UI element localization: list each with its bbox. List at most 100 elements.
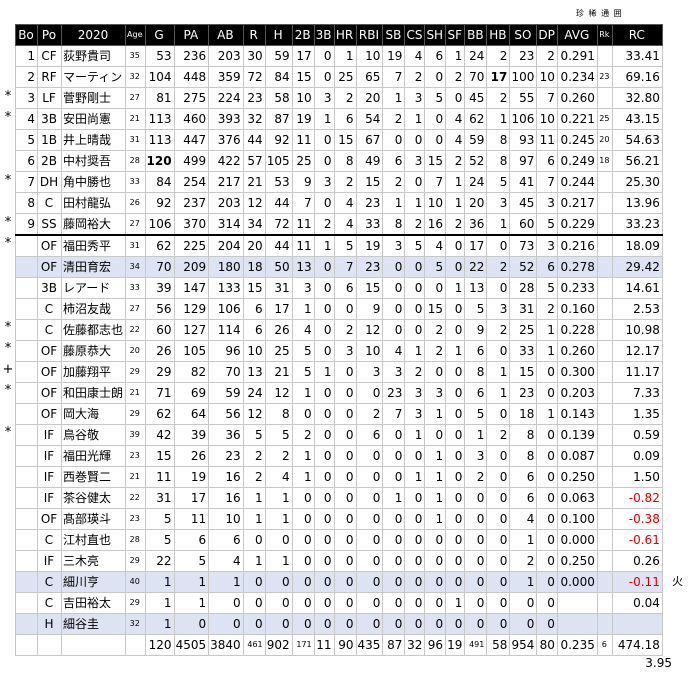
cell-d: 0 [291,592,315,614]
cell-bb: 45 [464,87,488,109]
cell-d: 0 [291,529,315,551]
cell-rc: 56.21 [611,150,663,172]
table-row: 7 DH 角中勝也 33 84 254 217 21 53 9 3 2 15 2 0 7 1 24 5 41 7 0.24… [15,171,663,193]
cell-h: 44 [264,192,293,214]
cell-g: 81 [144,87,175,109]
cell-bb: 22 [464,256,488,278]
cell-d: 1 [291,466,315,488]
cell-so: 18 [509,403,538,425]
cell-pa: 11 [173,508,210,530]
cell-so: 41 [509,171,538,193]
cell-cs: 2 [404,213,426,236]
total-rbi: 435 [355,634,384,656]
cell-avg: 0.229 [556,213,598,236]
cell-rbi: 0 [355,550,384,572]
cell-hb: 0 [486,234,511,257]
cell-rc: -0.61 [611,529,663,551]
cell-hb: 0 [486,550,511,572]
cell-cs: 2 [404,361,426,383]
cell-g: 1 [144,571,175,593]
cell-ab: 6 [208,529,244,551]
cell-rk: 25 [596,108,613,130]
cell-cs: 0 [404,487,426,509]
cell-hr: 0 [333,529,357,551]
cell-bo: 8 [15,192,38,214]
total-sf: 19 [445,634,466,656]
cell-h: 1 [264,550,293,572]
cell-po: IF [37,466,62,488]
cell-sf: 0 [445,298,466,320]
cell-ab: 224 [208,87,244,109]
cell-pa: 0 [173,613,210,635]
header-12: RBI [355,24,384,46]
cell-cs: 4 [404,45,426,67]
cell-r: 5 [242,424,266,446]
cell-g: 53 [144,45,175,67]
cell-sb: 3 [382,361,406,383]
total-r: 461 [242,634,266,656]
cell-bb: 13 [464,277,488,299]
cell-avg: 0.100 [556,508,598,530]
cell-sf: 2 [445,66,466,88]
cell-avg: 0.249 [556,150,598,172]
cell-sh: 5 [424,256,447,278]
cell-g: 26 [144,340,175,362]
cell-d: 9 [291,171,315,193]
cell-sf: 0 [445,529,466,551]
cell-sf: 0 [445,487,466,509]
cell-rk [596,256,613,278]
cell-age: 33 [125,171,146,193]
cell-name: 岡大海 [60,403,127,425]
cell-bb: 2 [464,466,488,488]
cell-name: 鳥谷敬 [60,424,127,446]
table-row: 2 RF マーティン 32 104 448 359 72 84 15 0 25 65 7 2 0 2 70 17 10… [15,66,663,88]
total-g: 120 [144,634,175,656]
cell-pa: 236 [173,45,210,67]
cell-rbi: 0 [355,445,384,467]
cell-hr: 0 [333,550,357,572]
cell-so: 23 [509,45,538,67]
cell-po: C [37,319,62,341]
cell-avg: 0.260 [556,340,598,362]
cell-r: 34 [242,213,266,236]
cell-t: 0 [313,424,335,446]
table-row: H 細谷圭 32 1 0 0 0 0 0 0 0 0 0 0 0 0 0 0 0 0 [15,613,663,635]
table-row: OF 清田育宏 34 70 209 180 18 50 13 0 7 23 0 0 5 0 22 2 52 6 0.27… [15,256,663,278]
cell-so: 1 [509,529,538,551]
cell-ab: 203 [208,192,244,214]
cell-bo [15,277,38,299]
cell-rbi: 10 [355,45,384,67]
row-marker: * [4,383,12,398]
header-11: HR [333,24,357,46]
row-marker: * [4,110,12,125]
total-d: 171 [291,634,315,656]
header-6: AB [208,24,244,46]
cell-sh: 0 [424,571,447,593]
cell-rk [596,487,613,509]
cell-bb: 3 [464,445,488,467]
header-20: DP [536,24,558,46]
cell-rbi: 0 [355,382,384,404]
table-row: 3B レアード 33 39 147 133 15 31 3 0 6 15 0 0 0 1 13 0 28 5 0.233… [15,277,663,299]
cell-age: 31 [125,234,146,257]
cell-d: 0 [291,571,315,593]
cell-hb: 0 [486,592,511,614]
cell-avg: 0.234 [556,66,598,88]
cell-po: C [37,592,62,614]
header-9: 2B [291,24,315,46]
cell-sf: 1 [445,340,466,362]
cell-rbi: 67 [355,129,384,151]
cell-bb: 20 [464,192,488,214]
cell-dp: 0 [536,508,558,530]
cell-h: 53 [264,171,293,193]
header-row: Bo Po 2020 Age G PA AB R H 2B 3B HR RBI SB CS SH SF BB HB S… [15,24,663,46]
cell-cs: 3 [404,87,426,109]
cell-hr: 0 [333,424,357,446]
cell-t: 0 [313,382,335,404]
cell-bb: 52 [464,150,488,172]
cell-avg: 0.221 [556,108,598,130]
cell-rbi: 0 [355,529,384,551]
totals-row: 120 4505 3840 461 902 171 11 90 435 87 32 96 19 491 58… [15,634,663,656]
cell-so: 33 [509,340,538,362]
cell-rbi: 0 [355,487,384,509]
